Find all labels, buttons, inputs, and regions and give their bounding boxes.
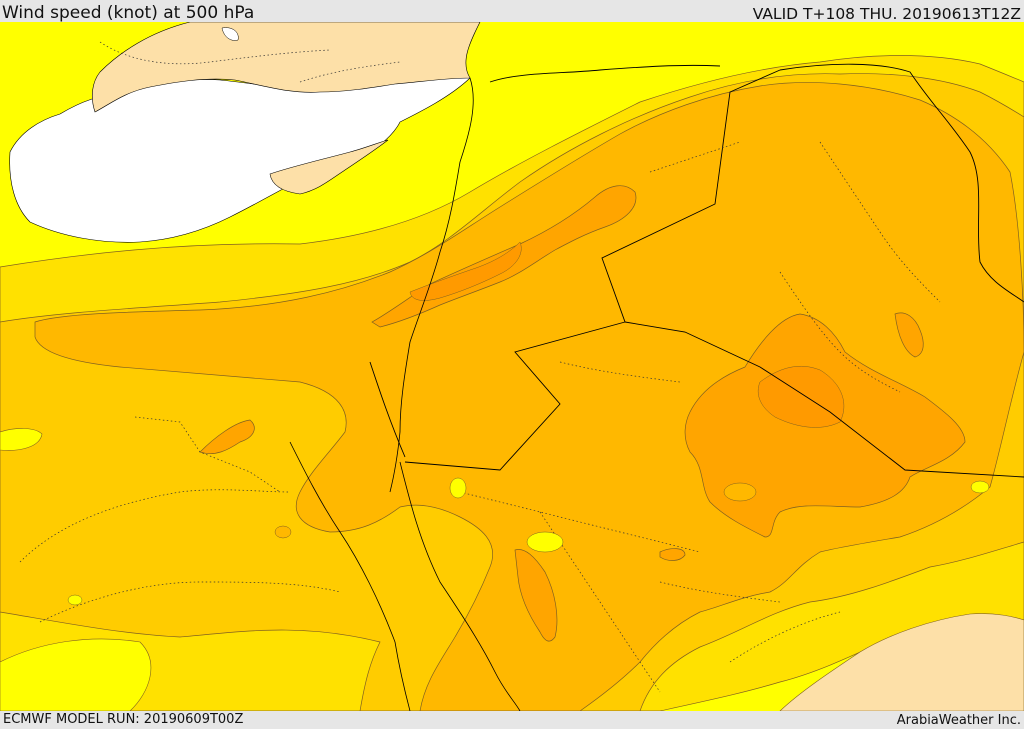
red-sea-coast (289, 441, 411, 711)
province-boundaries (19, 41, 941, 693)
turkey-land (91, 22, 481, 113)
lake-6 (274, 525, 292, 539)
band-5-patch-3 (199, 419, 255, 455)
sea-pocket (221, 27, 239, 41)
band-6-core-iraq (757, 365, 845, 428)
band-1-patch-south (0, 638, 152, 711)
lake-1 (449, 477, 467, 499)
cyprus-island (269, 139, 389, 195)
band-6-core-levant (409, 241, 522, 301)
map-title: Wind speed (knot) at 500 hPa (2, 3, 255, 23)
footer-bar (0, 711, 1024, 729)
lake-4 (723, 482, 757, 502)
arabia-south-land (779, 613, 1024, 711)
credit-text: ArabiaWeather Inc. (896, 713, 1021, 728)
national-borders (369, 63, 1024, 478)
lake-3 (970, 480, 990, 494)
band-5-patch-4 (659, 548, 686, 561)
red-sea-coast-east (399, 461, 521, 711)
band-5-patch-1 (514, 549, 558, 642)
model-run: ECMWF MODEL RUN: 20190609T00Z (3, 712, 244, 727)
wind-speed-map (0, 22, 1024, 711)
levant-coastline (389, 77, 474, 493)
band-4-area (34, 82, 1024, 711)
band-1-patch-lowleft (0, 428, 43, 451)
lake-5 (526, 531, 564, 553)
header-bar (0, 0, 1024, 22)
lake-2 (67, 594, 83, 606)
band-5-patch-2 (894, 312, 924, 358)
valid-time: VALID T+108 THU. 20190613T12Z (752, 5, 1021, 23)
